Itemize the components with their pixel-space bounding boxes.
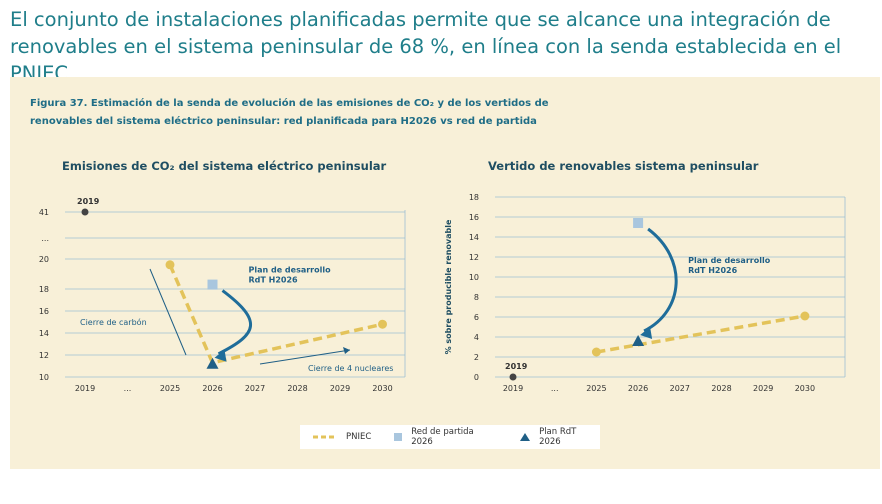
y-tick-label: 20 xyxy=(39,255,49,264)
legend-label-plan-rdt: Plan RdT 2026 xyxy=(539,427,577,447)
x-tick-label: ... xyxy=(124,384,132,393)
x-tick-label: 2026 xyxy=(202,384,222,393)
carbon-closure-label: Cierre de carbón xyxy=(80,317,147,327)
reduction-arrow xyxy=(217,289,253,356)
plan-annotation-line2: RdT H2026 xyxy=(249,276,299,285)
pniec-series-line xyxy=(596,314,806,354)
x-tick-label: 2027 xyxy=(245,384,265,393)
x-tick-label: 2025 xyxy=(160,384,180,393)
emissions-chart: 10 12 14 16 18 20... 41 2019... 2025 2026 2027 2028… xyxy=(39,197,406,393)
x-tick-label: 2027 xyxy=(670,384,690,393)
red-partida-marker xyxy=(207,279,218,290)
carbon-closure-line xyxy=(149,268,187,356)
x-tick-label: 2026 xyxy=(628,384,648,393)
y-tick-label: 4 xyxy=(474,333,479,342)
y-tick-label: 16 xyxy=(39,307,49,316)
x-tick-label: ... xyxy=(551,384,559,393)
figure-title: Figura 37. Estimación de la senda de evo… xyxy=(30,95,710,131)
figure-title-line2: renovables del sistema eléctrico peninsu… xyxy=(30,116,537,127)
headline: El conjunto de instalaciones planificada… xyxy=(10,8,842,85)
y-tick-label: 12 xyxy=(469,253,479,262)
figure-title-line1: Figura 37. Estimación de la senda de evo… xyxy=(30,98,549,109)
point-2019 xyxy=(509,373,517,381)
y-tick-label: 10 xyxy=(39,373,49,382)
point-2019-label: 2019 xyxy=(77,197,100,206)
triangle-icon xyxy=(520,433,531,441)
red-partida-marker xyxy=(633,218,644,228)
pniec-point xyxy=(800,311,810,321)
legend-item-red-partida: Red de partida 2026 xyxy=(393,427,497,447)
x-tick-label: 2028 xyxy=(287,384,307,393)
y-tick-label: 2 xyxy=(474,353,479,362)
x-tick-label: 2030 xyxy=(372,384,392,393)
y-tick-label: 12 xyxy=(39,351,49,360)
x-tick-label: 2028 xyxy=(711,384,731,393)
x-tick-label: 2019 xyxy=(75,384,95,393)
y-tick-label: 10 xyxy=(469,273,479,282)
nuclear-closure-label: Cierre de 4 nucleares xyxy=(308,364,393,373)
legend: PNIEC Red de partida 2026 Plan RdT 2026 xyxy=(300,425,600,449)
reduction-arrowhead xyxy=(214,349,227,362)
y-tick-label: 8 xyxy=(474,293,479,302)
y-tick-label: ... xyxy=(41,234,49,243)
y-tick-label: 6 xyxy=(474,313,479,322)
x-tick-label: 2030 xyxy=(795,384,815,393)
square-icon xyxy=(394,433,403,441)
legend-item-plan-rdt: Plan RdT 2026 xyxy=(519,427,600,447)
y-tick-label: 41 xyxy=(39,208,49,217)
nuclear-closure-line xyxy=(259,349,351,365)
plan-annotation-line1: Plan de desarrollo xyxy=(688,256,771,265)
plan-annotation-line2: RdT H2026 xyxy=(688,266,738,275)
curtailment-chart: 0 2 4 6 8 10 12 14 16 18 2019... 2025 2026 2027 2028 20… xyxy=(444,193,846,393)
pniec-point xyxy=(378,319,387,329)
y-tick-label: 14 xyxy=(39,329,49,338)
emissions-chart-title: Emisiones de CO₂ del sistema eléctrico p… xyxy=(62,159,387,173)
y-tick-label: 18 xyxy=(39,285,49,294)
x-tick-label: 2029 xyxy=(753,384,773,393)
legend-item-pniec: PNIEC xyxy=(312,432,371,442)
legend-label-red-partida: Red de partida 2026 xyxy=(411,427,474,447)
reduction-arrow xyxy=(643,227,678,333)
plan-rdt-marker xyxy=(206,357,219,369)
pniec-point xyxy=(591,347,601,357)
curtailment-chart-title: Vertido de renovables sistema peninsular xyxy=(488,159,759,173)
nuclear-closure-arrowhead xyxy=(343,347,350,354)
pniec-point xyxy=(165,260,175,270)
point-2019-label: 2019 xyxy=(505,362,528,371)
plan-annotation-line1: Plan de desarrollo xyxy=(249,266,332,275)
figure-panel: Figura 37. Estimación de la senda de evo… xyxy=(10,77,880,469)
plan-rdt-marker xyxy=(632,335,645,346)
x-tick-label: 2019 xyxy=(503,384,523,393)
y-axis-label: % sobre producible renovable xyxy=(444,219,453,354)
y-tick-label: 18 xyxy=(469,193,479,202)
y-tick-label: 14 xyxy=(469,233,479,242)
point-2019 xyxy=(81,208,89,216)
x-tick-label: 2025 xyxy=(586,384,606,393)
dashed-line-icon xyxy=(313,435,337,439)
y-tick-label: 16 xyxy=(469,213,479,222)
y-tick-label: 0 xyxy=(474,373,479,382)
x-tick-label: 2029 xyxy=(330,384,350,393)
legend-label-pniec: PNIEC xyxy=(346,432,372,442)
reduction-arrowhead xyxy=(640,327,653,339)
